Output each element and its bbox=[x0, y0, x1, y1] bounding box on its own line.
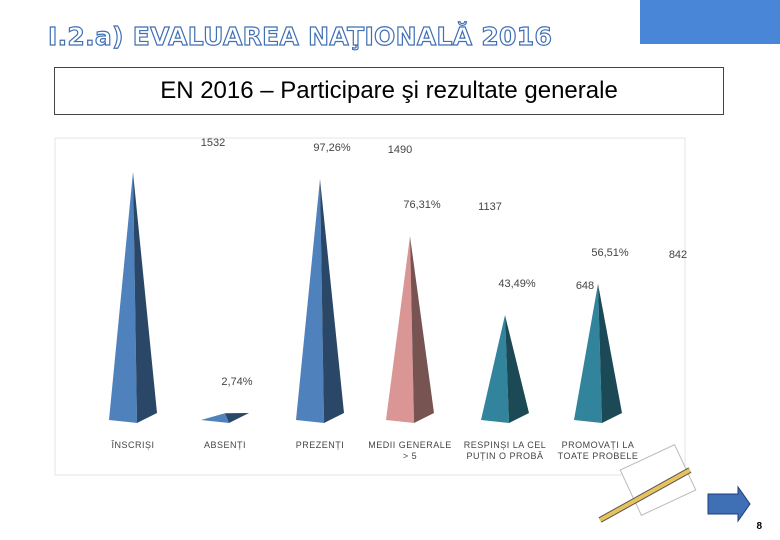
checklist-icon bbox=[598, 443, 697, 523]
value-label: 648 bbox=[576, 280, 594, 292]
page-number: 8 bbox=[756, 521, 762, 532]
next-button[interactable] bbox=[707, 485, 751, 523]
pyramid-front bbox=[574, 283, 602, 423]
pyramid-side bbox=[133, 172, 157, 423]
pyramid-front bbox=[109, 172, 137, 423]
pyramid-side bbox=[505, 315, 529, 423]
accent-bar bbox=[640, 0, 780, 44]
x-tick-label: PROMOVAȚI LA TOATE PROBELE bbox=[558, 440, 639, 461]
percent-label: 56,51% bbox=[591, 247, 629, 259]
x-tick-label: RESPINȘI LA CEL PUȚIN O PROBĂ bbox=[464, 440, 547, 461]
slide-title: I.2.a) EVALUAREA NAŢIONALĂ 2016 bbox=[47, 21, 553, 51]
x-tick-label: PREZENȚI bbox=[296, 440, 345, 450]
percent-label: 97,26% bbox=[313, 142, 351, 154]
percent-label: 2,74% bbox=[221, 376, 252, 388]
value-label: 1137 bbox=[478, 201, 502, 213]
value-label: 1490 bbox=[388, 144, 412, 156]
percent-label: 76,31% bbox=[403, 199, 441, 211]
x-tick-label: ÎNSCRIȘI bbox=[110, 440, 154, 450]
x-tick-label: MEDII GENERALE > 5 bbox=[368, 440, 452, 461]
pyramid-front bbox=[386, 236, 414, 423]
pyramid-front bbox=[201, 413, 229, 423]
value-label: 842 bbox=[669, 249, 687, 261]
pyramid-side bbox=[410, 236, 434, 423]
pyramid-side bbox=[225, 413, 249, 423]
pyramid-side bbox=[320, 178, 344, 423]
percent-label: 43,49% bbox=[498, 278, 536, 290]
pyramid-front bbox=[296, 178, 324, 423]
pyramid-side bbox=[598, 283, 622, 423]
pyramid-front bbox=[481, 315, 509, 423]
plot-area bbox=[54, 137, 686, 476]
x-tick-label: ABSENȚI bbox=[204, 440, 246, 450]
value-label: 1532 bbox=[201, 137, 225, 149]
slide-subtitle: EN 2016 – Participare şi rezultate gener… bbox=[54, 67, 724, 115]
